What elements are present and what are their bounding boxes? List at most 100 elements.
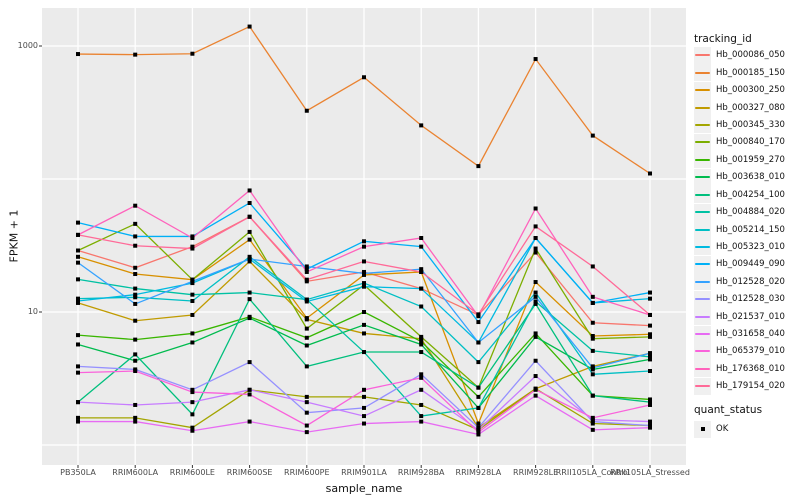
data-point — [419, 387, 424, 392]
data-point — [76, 220, 80, 225]
data-point — [533, 206, 538, 211]
data-point — [419, 342, 424, 347]
legend-entry: Hb_176368_010 — [694, 360, 785, 378]
legend-entry: Hb_065379_010 — [694, 342, 785, 360]
data-point — [362, 281, 366, 286]
legend-key-swatch — [694, 116, 711, 134]
data-point — [362, 405, 366, 410]
legend-entry: Hb_000300_250 — [694, 81, 785, 99]
data-point — [76, 298, 80, 303]
legend-key-line-icon — [695, 333, 710, 336]
legend-entry-label: Hb_004254_100 — [716, 189, 785, 200]
data-point — [133, 358, 138, 363]
legend-entry-label: Hb_176368_010 — [716, 363, 785, 374]
data-point — [648, 423, 652, 428]
x-axis-title: sample_name — [325, 482, 403, 495]
data-point — [247, 24, 252, 29]
legend-entry-label: Hb_009449_090 — [716, 259, 785, 270]
data-point — [362, 350, 366, 355]
data-point — [190, 246, 195, 251]
legend-key-swatch — [694, 81, 711, 99]
data-point — [362, 284, 366, 289]
data-point — [533, 334, 538, 339]
legend-key-swatch — [694, 64, 711, 82]
data-point — [76, 364, 80, 369]
legend-entry-label: Hb_000300_250 — [716, 85, 785, 96]
data-point — [133, 52, 138, 57]
legend-key-swatch — [694, 151, 711, 169]
data-point — [76, 370, 80, 375]
data-point — [476, 432, 481, 437]
data-point — [533, 250, 538, 255]
data-point — [76, 400, 80, 405]
data-point — [304, 410, 309, 415]
data-point — [133, 369, 138, 374]
legend-entry-label: Hb_031658_040 — [716, 329, 785, 340]
legend-entry-label: Hb_000185_150 — [716, 67, 785, 78]
data-point — [190, 298, 195, 303]
data-point — [476, 394, 481, 399]
data-point — [133, 415, 138, 420]
data-point — [76, 232, 80, 237]
data-point — [476, 405, 481, 410]
data-point — [476, 340, 481, 345]
data-point — [419, 334, 424, 339]
data-point — [247, 259, 252, 264]
data-point — [133, 292, 138, 297]
data-point — [247, 419, 252, 424]
data-point — [133, 402, 138, 407]
data-point — [304, 264, 309, 269]
data-point — [133, 352, 138, 357]
data-point — [362, 414, 366, 419]
y-tick-label: 1000 — [17, 41, 38, 50]
data-point — [590, 372, 595, 377]
data-point — [190, 428, 195, 433]
data-point — [133, 337, 138, 342]
data-point — [362, 259, 366, 264]
legend-key-line-icon — [695, 176, 710, 179]
legend-key-swatch — [694, 186, 711, 204]
data-point — [476, 425, 481, 430]
data-point — [362, 239, 366, 244]
legend-entry-label: Hb_021537_010 — [716, 311, 785, 322]
legend-entry-label: Hb_001959_270 — [716, 154, 785, 165]
data-point — [190, 390, 195, 395]
x-tick-label: RRIM600SE — [226, 468, 273, 477]
data-point — [76, 333, 80, 338]
data-point — [247, 316, 252, 321]
x-tick-label: RRIM600PE — [284, 468, 330, 477]
legend-entry-label: Hb_003638_010 — [716, 172, 785, 183]
data-point — [304, 299, 309, 304]
data-point — [648, 354, 652, 359]
data-point — [533, 236, 538, 241]
data-point — [190, 340, 195, 345]
legend-key-line-icon — [695, 315, 710, 318]
data-point — [76, 277, 80, 282]
data-point — [247, 297, 252, 302]
data-point — [247, 290, 252, 295]
legend-entry: Hb_031658_040 — [694, 325, 785, 343]
legend-key-swatch — [694, 420, 711, 438]
legend-key-line-icon — [695, 123, 710, 126]
data-point — [362, 75, 366, 80]
legend-key-swatch — [694, 99, 711, 117]
legend-key-line-icon — [695, 280, 710, 283]
data-point — [304, 400, 309, 405]
legend-entry-label: Hb_005214_150 — [716, 224, 785, 235]
legend-key-swatch — [694, 221, 711, 238]
legend-entry-label: Hb_179154_020 — [716, 381, 785, 392]
legend-entry: Hb_000185_150 — [694, 64, 785, 82]
legend-entry: Hb_001959_270 — [694, 151, 785, 169]
legend-entry: Hb_003638_010 — [694, 168, 785, 186]
data-point — [533, 331, 538, 336]
data-point — [533, 374, 538, 379]
x-tick-label: RRIM600LE — [169, 468, 215, 477]
data-point — [533, 57, 538, 62]
data-point — [590, 334, 595, 339]
data-point — [419, 236, 424, 241]
legend-entry: Hb_000327_080 — [694, 99, 785, 117]
data-point — [533, 280, 538, 285]
data-point — [533, 387, 538, 392]
legend-entry: Hb_000086_050 — [694, 46, 785, 64]
legend-key-swatch — [694, 46, 711, 64]
